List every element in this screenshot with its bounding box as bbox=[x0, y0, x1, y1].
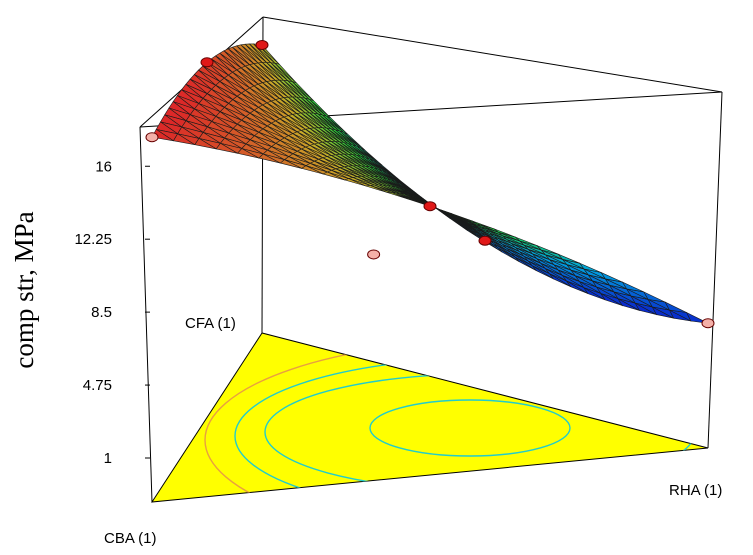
surface-facet bbox=[578, 262, 602, 273]
surface-facet bbox=[343, 178, 366, 187]
surface-facet bbox=[515, 236, 538, 246]
surface-facet bbox=[365, 185, 388, 193]
contour-line bbox=[369, 399, 571, 457]
z-tick-label: 8.5 bbox=[91, 304, 112, 321]
surface-facet bbox=[194, 137, 217, 150]
right-vertical-edge bbox=[707, 91, 723, 449]
design-point bbox=[701, 318, 715, 329]
base-triangle bbox=[151, 332, 709, 503]
design-point bbox=[255, 40, 269, 50]
design-point bbox=[478, 235, 492, 246]
surface-facet bbox=[258, 153, 281, 164]
surface-facet bbox=[494, 228, 516, 238]
surface-facet bbox=[600, 271, 623, 283]
left-vertical-edge bbox=[139, 126, 153, 503]
surface-facet bbox=[621, 281, 644, 293]
corner-label-cba: CBA (1) bbox=[104, 530, 157, 547]
design-points bbox=[145, 40, 715, 329]
surface-facet bbox=[408, 198, 431, 207]
surface-facet bbox=[472, 220, 495, 230]
design-point bbox=[423, 201, 437, 212]
response-surface bbox=[151, 43, 709, 324]
surface-facet bbox=[536, 245, 559, 255]
z-axis-ticks: 1 4.75 8.5 12.25 16 bbox=[74, 158, 150, 467]
back-top-edge-right bbox=[262, 16, 723, 93]
surface-facet bbox=[215, 142, 238, 154]
surface-facet bbox=[664, 301, 687, 313]
surface-facet bbox=[236, 148, 260, 159]
z-tick-label: 4.75 bbox=[83, 377, 112, 394]
surface-facet bbox=[451, 213, 473, 222]
z-tick-label: 12.25 bbox=[74, 231, 112, 248]
z-tick-label: 16 bbox=[95, 158, 112, 175]
design-point bbox=[367, 249, 381, 260]
z-tick-label: 1 bbox=[104, 450, 112, 467]
ternary-base bbox=[151, 332, 709, 503]
design-point bbox=[200, 57, 214, 68]
surface-facet bbox=[172, 133, 195, 145]
corner-label-rha: RHA (1) bbox=[669, 482, 722, 499]
surface-facet bbox=[279, 159, 302, 169]
surface-facet bbox=[643, 291, 666, 303]
surface-facet bbox=[387, 192, 409, 200]
surface-facet bbox=[300, 165, 324, 175]
z-axis-label: comp str, MPa bbox=[9, 211, 39, 368]
design-point bbox=[145, 132, 159, 143]
surface-facet bbox=[322, 171, 345, 181]
surface-facet bbox=[558, 253, 580, 264]
corner-label-cfa: CFA (1) bbox=[185, 315, 236, 332]
